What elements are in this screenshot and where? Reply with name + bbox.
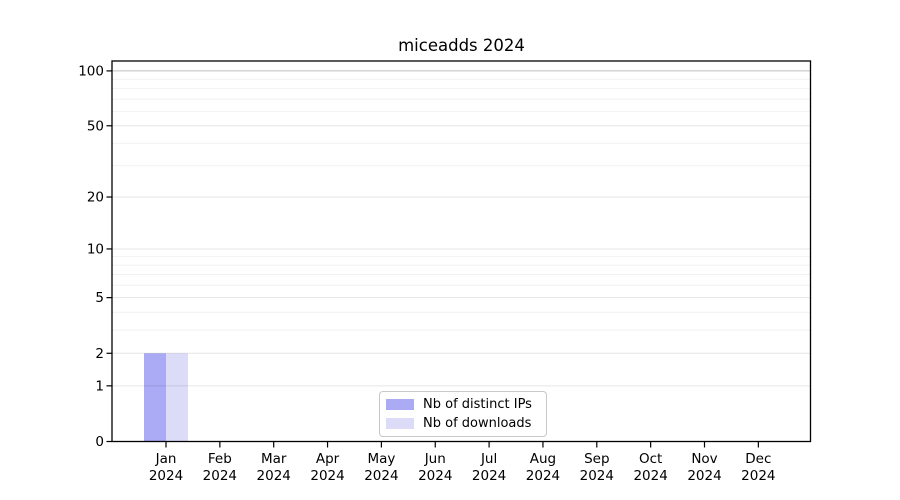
x-tick-label-month: Jun [424, 451, 446, 467]
legend-item-distinct-ips: Nb of distinct IPs [386, 397, 546, 412]
y-tick-label: 100 [78, 63, 104, 79]
x-tick-label-month: Aug [530, 451, 556, 467]
x-tick-label-year: 2024 [149, 468, 183, 484]
x-tick-label-month: May [367, 451, 395, 467]
x-tick-label-month: Dec [745, 451, 771, 467]
x-tick-label-year: 2024 [472, 468, 506, 484]
plot-border [111, 60, 812, 443]
x-tick-label-year: 2024 [526, 468, 560, 484]
x-tick-label-year: 2024 [418, 468, 452, 484]
x-tick-label-year: 2024 [310, 468, 344, 484]
x-tick-label-month: Nov [691, 451, 717, 467]
legend: Nb of distinct IPs Nb of downloads [379, 391, 547, 437]
x-tick-label-month: Oct [639, 451, 662, 467]
legend-swatch-downloads [386, 418, 414, 429]
x-tick-label-month: Jan [155, 451, 177, 467]
x-tick-label-month: Apr [316, 451, 340, 467]
x-tick-label-month: Sep [584, 451, 609, 467]
x-tick-label-month: Mar [261, 451, 287, 467]
legend-label-distinct-ips: Nb of distinct IPs [423, 397, 532, 412]
x-tick-label-year: 2024 [580, 468, 614, 484]
x-tick-label-year: 2024 [364, 468, 398, 484]
bar-jan-series1 [166, 353, 188, 442]
x-tick-label-month: Feb [208, 451, 232, 467]
x-tick-label-year: 2024 [257, 468, 291, 484]
x-tick-label-month: Jul [480, 451, 497, 467]
legend-label-downloads: Nb of downloads [423, 416, 532, 431]
y-tick-label: 10 [87, 241, 104, 257]
y-tick-label: 5 [95, 290, 104, 306]
y-tick-label: 20 [87, 190, 104, 206]
y-tick-label: 1 [95, 378, 104, 394]
x-tick-label-year: 2024 [741, 468, 775, 484]
y-tick-label: 0 [95, 434, 104, 450]
x-tick-label-year: 2024 [203, 468, 237, 484]
y-tick-label: 50 [87, 118, 104, 134]
chart-title: miceadds 2024 [398, 36, 525, 55]
y-tick-label: 2 [95, 346, 104, 362]
x-tick-label-year: 2024 [687, 468, 721, 484]
legend-swatch-distinct-ips [386, 399, 414, 410]
legend-item-downloads: Nb of downloads [386, 416, 546, 431]
x-tick-label-year: 2024 [633, 468, 667, 484]
bar-jan-series0 [144, 353, 166, 442]
